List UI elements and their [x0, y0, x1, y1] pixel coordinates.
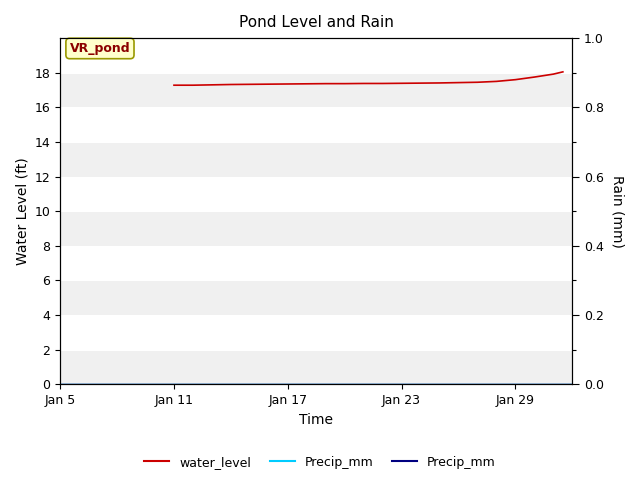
X-axis label: Time: Time — [300, 413, 333, 427]
Y-axis label: Water Level (ft): Water Level (ft) — [15, 157, 29, 265]
Text: VR_pond: VR_pond — [70, 42, 131, 55]
Bar — [60, 280, 572, 315]
Bar — [60, 246, 572, 280]
Title: Pond Level and Rain: Pond Level and Rain — [239, 15, 394, 30]
Bar — [60, 315, 572, 350]
Y-axis label: Rain (mm): Rain (mm) — [611, 175, 625, 248]
Bar — [60, 177, 572, 211]
Bar — [60, 211, 572, 246]
Bar — [60, 108, 572, 142]
Bar — [60, 350, 572, 384]
Legend: water_level, Precip_mm, Precip_mm: water_level, Precip_mm, Precip_mm — [139, 451, 501, 474]
Bar — [60, 142, 572, 177]
Bar — [60, 73, 572, 108]
